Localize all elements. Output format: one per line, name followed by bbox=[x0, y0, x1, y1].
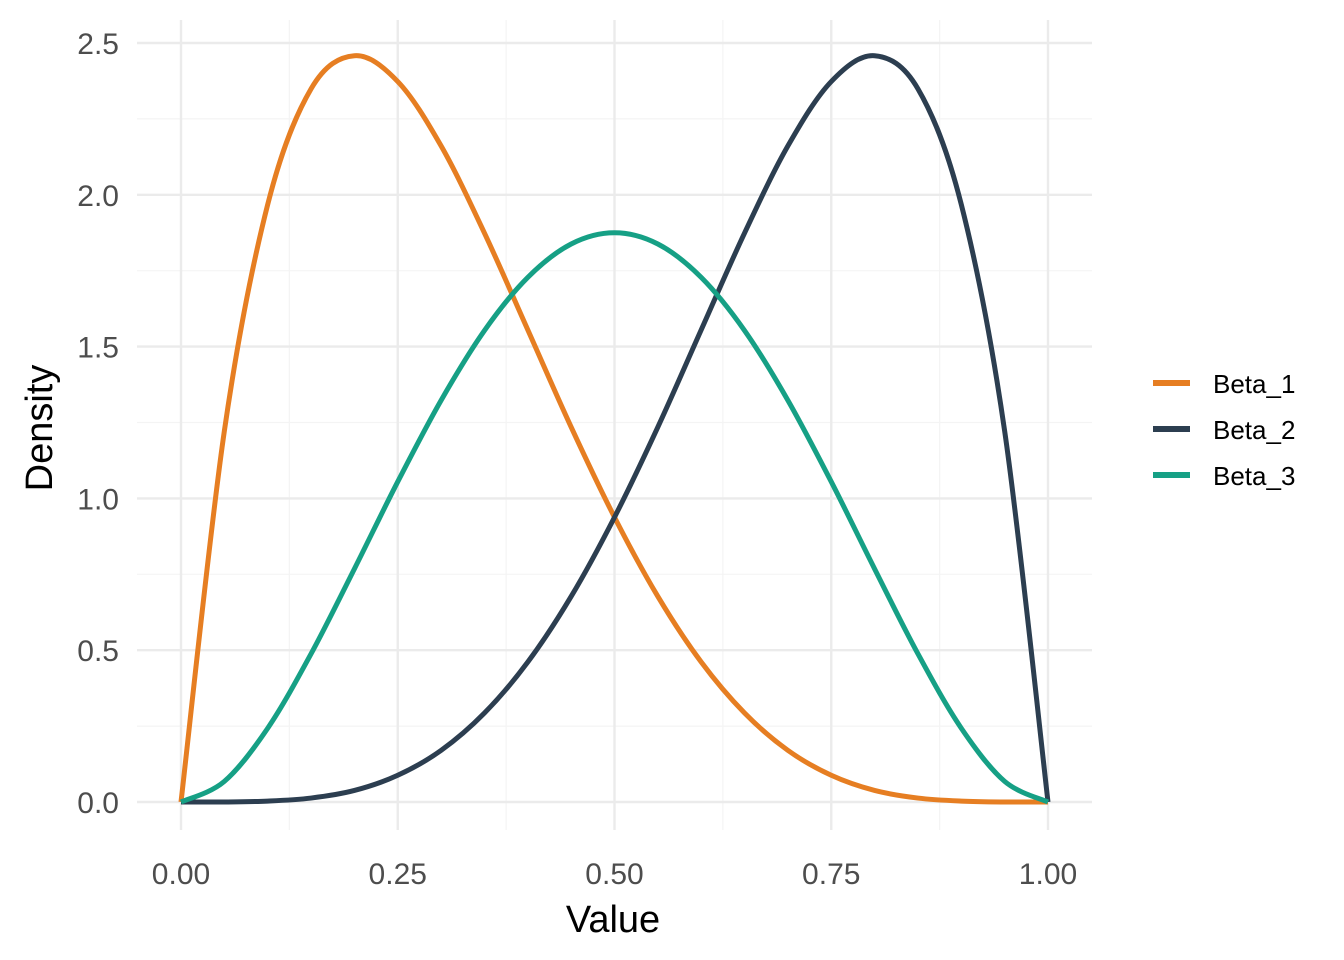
x-tick-label: 0.75 bbox=[802, 858, 860, 891]
legend-label: Beta_1 bbox=[1213, 369, 1295, 399]
y-tick-label: 1.5 bbox=[77, 332, 119, 365]
y-tick-label: 0.5 bbox=[77, 635, 119, 668]
legend-label: Beta_3 bbox=[1213, 461, 1295, 491]
x-tick-label: 1.00 bbox=[1019, 858, 1077, 891]
x-tick-label: 0.50 bbox=[585, 858, 643, 891]
series-line-beta-3 bbox=[179, 230, 1050, 805]
legend: Beta_1 Beta_2 Beta_3 bbox=[1153, 369, 1295, 491]
y-tick-labels: 0.0 0.5 1.0 1.5 2.0 2.5 bbox=[77, 28, 119, 820]
legend-label: Beta_2 bbox=[1213, 415, 1295, 445]
x-tick-labels: 0.00 0.25 0.50 0.75 1.00 bbox=[152, 858, 1077, 891]
x-tick-label: 0.00 bbox=[152, 858, 210, 891]
y-axis-title: Density bbox=[19, 365, 61, 492]
x-tick-label: 0.25 bbox=[369, 858, 427, 891]
series-line-beta-1 bbox=[178, 53, 1049, 805]
series-lines bbox=[178, 53, 1051, 805]
x-axis-title: Value bbox=[566, 899, 660, 941]
grid bbox=[137, 20, 1092, 830]
y-tick-label: 0.0 bbox=[77, 787, 119, 820]
y-tick-label: 2.5 bbox=[77, 28, 119, 61]
y-tick-label: 2.0 bbox=[77, 180, 119, 213]
y-tick-label: 1.0 bbox=[77, 483, 119, 516]
series-line-beta-2 bbox=[180, 53, 1051, 805]
